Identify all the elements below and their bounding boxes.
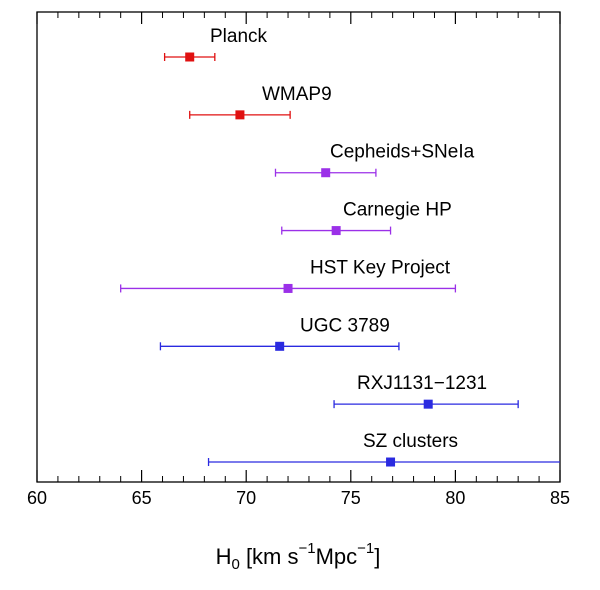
point-marker	[386, 457, 396, 467]
point-marker	[423, 399, 433, 409]
x-tick-label: 65	[132, 488, 152, 508]
x-axis-label: H0 [km s−1Mpc−1]	[216, 540, 381, 573]
x-label-part: H	[216, 544, 232, 569]
point-label: UGC 3789	[300, 315, 390, 336]
series	[120, 52, 560, 467]
point-marker	[321, 168, 331, 178]
point-marker	[185, 52, 195, 62]
point-label: SZ clusters	[363, 431, 458, 452]
x-label-part: 0	[231, 556, 239, 573]
x-label-part: Mpc	[316, 544, 358, 569]
point-label: Cepheids+SNeIa	[330, 142, 475, 163]
x-label-part: ]	[374, 544, 380, 569]
x-tick-label: 85	[550, 488, 570, 508]
plot-frame	[36, 11, 561, 483]
x-tick-label: 70	[236, 488, 256, 508]
x-label-part: −1	[299, 540, 316, 557]
x-tick-label: 75	[341, 488, 361, 508]
point-label: Carnegie HP	[343, 200, 452, 221]
x-tick-label: 60	[27, 488, 47, 508]
point-marker	[275, 341, 285, 351]
point-label: Planck	[210, 26, 268, 47]
point-label: HST Key Project	[310, 257, 451, 278]
x-tick-label: 80	[445, 488, 465, 508]
point-label: WMAP9	[262, 84, 332, 105]
point-marker	[283, 283, 293, 293]
x-label-part: −1	[357, 540, 374, 557]
x-label-part: [km s	[240, 544, 299, 569]
point-marker	[235, 110, 245, 120]
point-label: RXJ1131−1231	[357, 373, 487, 394]
point-marker	[331, 226, 341, 236]
